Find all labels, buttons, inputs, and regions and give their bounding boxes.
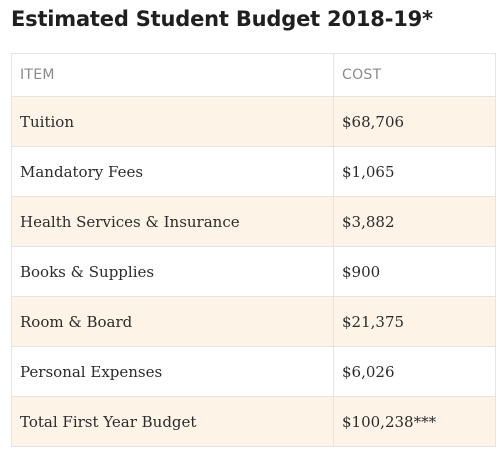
table-row: Tuition $68,706: [11, 96, 496, 147]
cost-cell: $68,706: [333, 96, 496, 147]
page-title: Estimated Student Budget 2018-19*: [11, 7, 433, 31]
cost-cell: $900: [333, 246, 496, 297]
item-cell: Tuition: [11, 96, 334, 147]
item-cell: Health Services & Insurance: [11, 196, 334, 247]
cost-cell: $3,882: [333, 196, 496, 247]
item-cell: Books & Supplies: [11, 246, 334, 297]
budget-table: ITEM COST Tuition $68,706 Mandatory Fees…: [11, 53, 496, 447]
table-row: Personal Expenses $6,026: [11, 346, 496, 397]
item-cell: Mandatory Fees: [11, 146, 334, 197]
item-cell: Room & Board: [11, 296, 334, 347]
table-row: Health Services & Insurance $3,882: [11, 196, 496, 247]
total-row: Total First Year Budget $100,238***: [11, 396, 496, 447]
cost-cell: $100,238***: [333, 396, 496, 447]
table-row: Books & Supplies $900: [11, 246, 496, 297]
table-row: Mandatory Fees $1,065: [11, 146, 496, 197]
table-row: Room & Board $21,375: [11, 296, 496, 347]
cost-cell: $1,065: [333, 146, 496, 197]
column-header-cost: COST: [333, 53, 496, 97]
column-header-item: ITEM: [11, 53, 334, 97]
cost-cell: $21,375: [333, 296, 496, 347]
cost-cell: $6,026: [333, 346, 496, 397]
item-cell: Personal Expenses: [11, 346, 334, 397]
item-cell: Total First Year Budget: [11, 396, 334, 447]
table-header-row: ITEM COST: [11, 53, 496, 97]
